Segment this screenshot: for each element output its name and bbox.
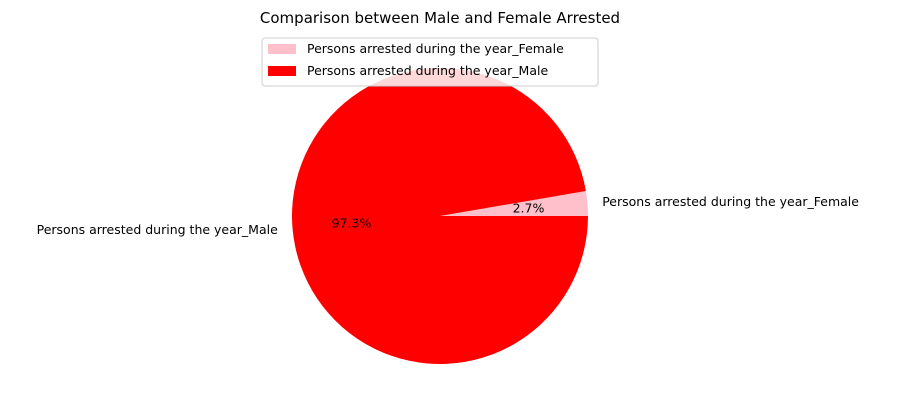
chart-title: Comparison between Male and Female Arres…	[260, 9, 620, 27]
pie-slice-0	[440, 191, 588, 216]
legend-swatch-male	[268, 66, 296, 76]
legend-swatch-female	[268, 44, 296, 54]
slice-pct-0: 2.7%	[513, 200, 545, 215]
legend: Persons arrested during the year_Female …	[261, 37, 599, 87]
slice-label-0: Persons arrested during the year_Female	[602, 194, 859, 209]
slice-labels: Persons arrested during the year_Female 2…	[37, 194, 860, 237]
pie-slice-1	[292, 67, 588, 364]
pie-slices	[292, 67, 588, 364]
legend-label-male: Persons arrested during the year_Male	[307, 63, 548, 78]
legend-label-female: Persons arrested during the year_Female	[307, 41, 564, 56]
legend-frame	[261, 37, 599, 87]
slice-label-1: Persons arrested during the year_Male	[37, 222, 278, 237]
slice-pct-1: 97.3%	[332, 216, 372, 231]
